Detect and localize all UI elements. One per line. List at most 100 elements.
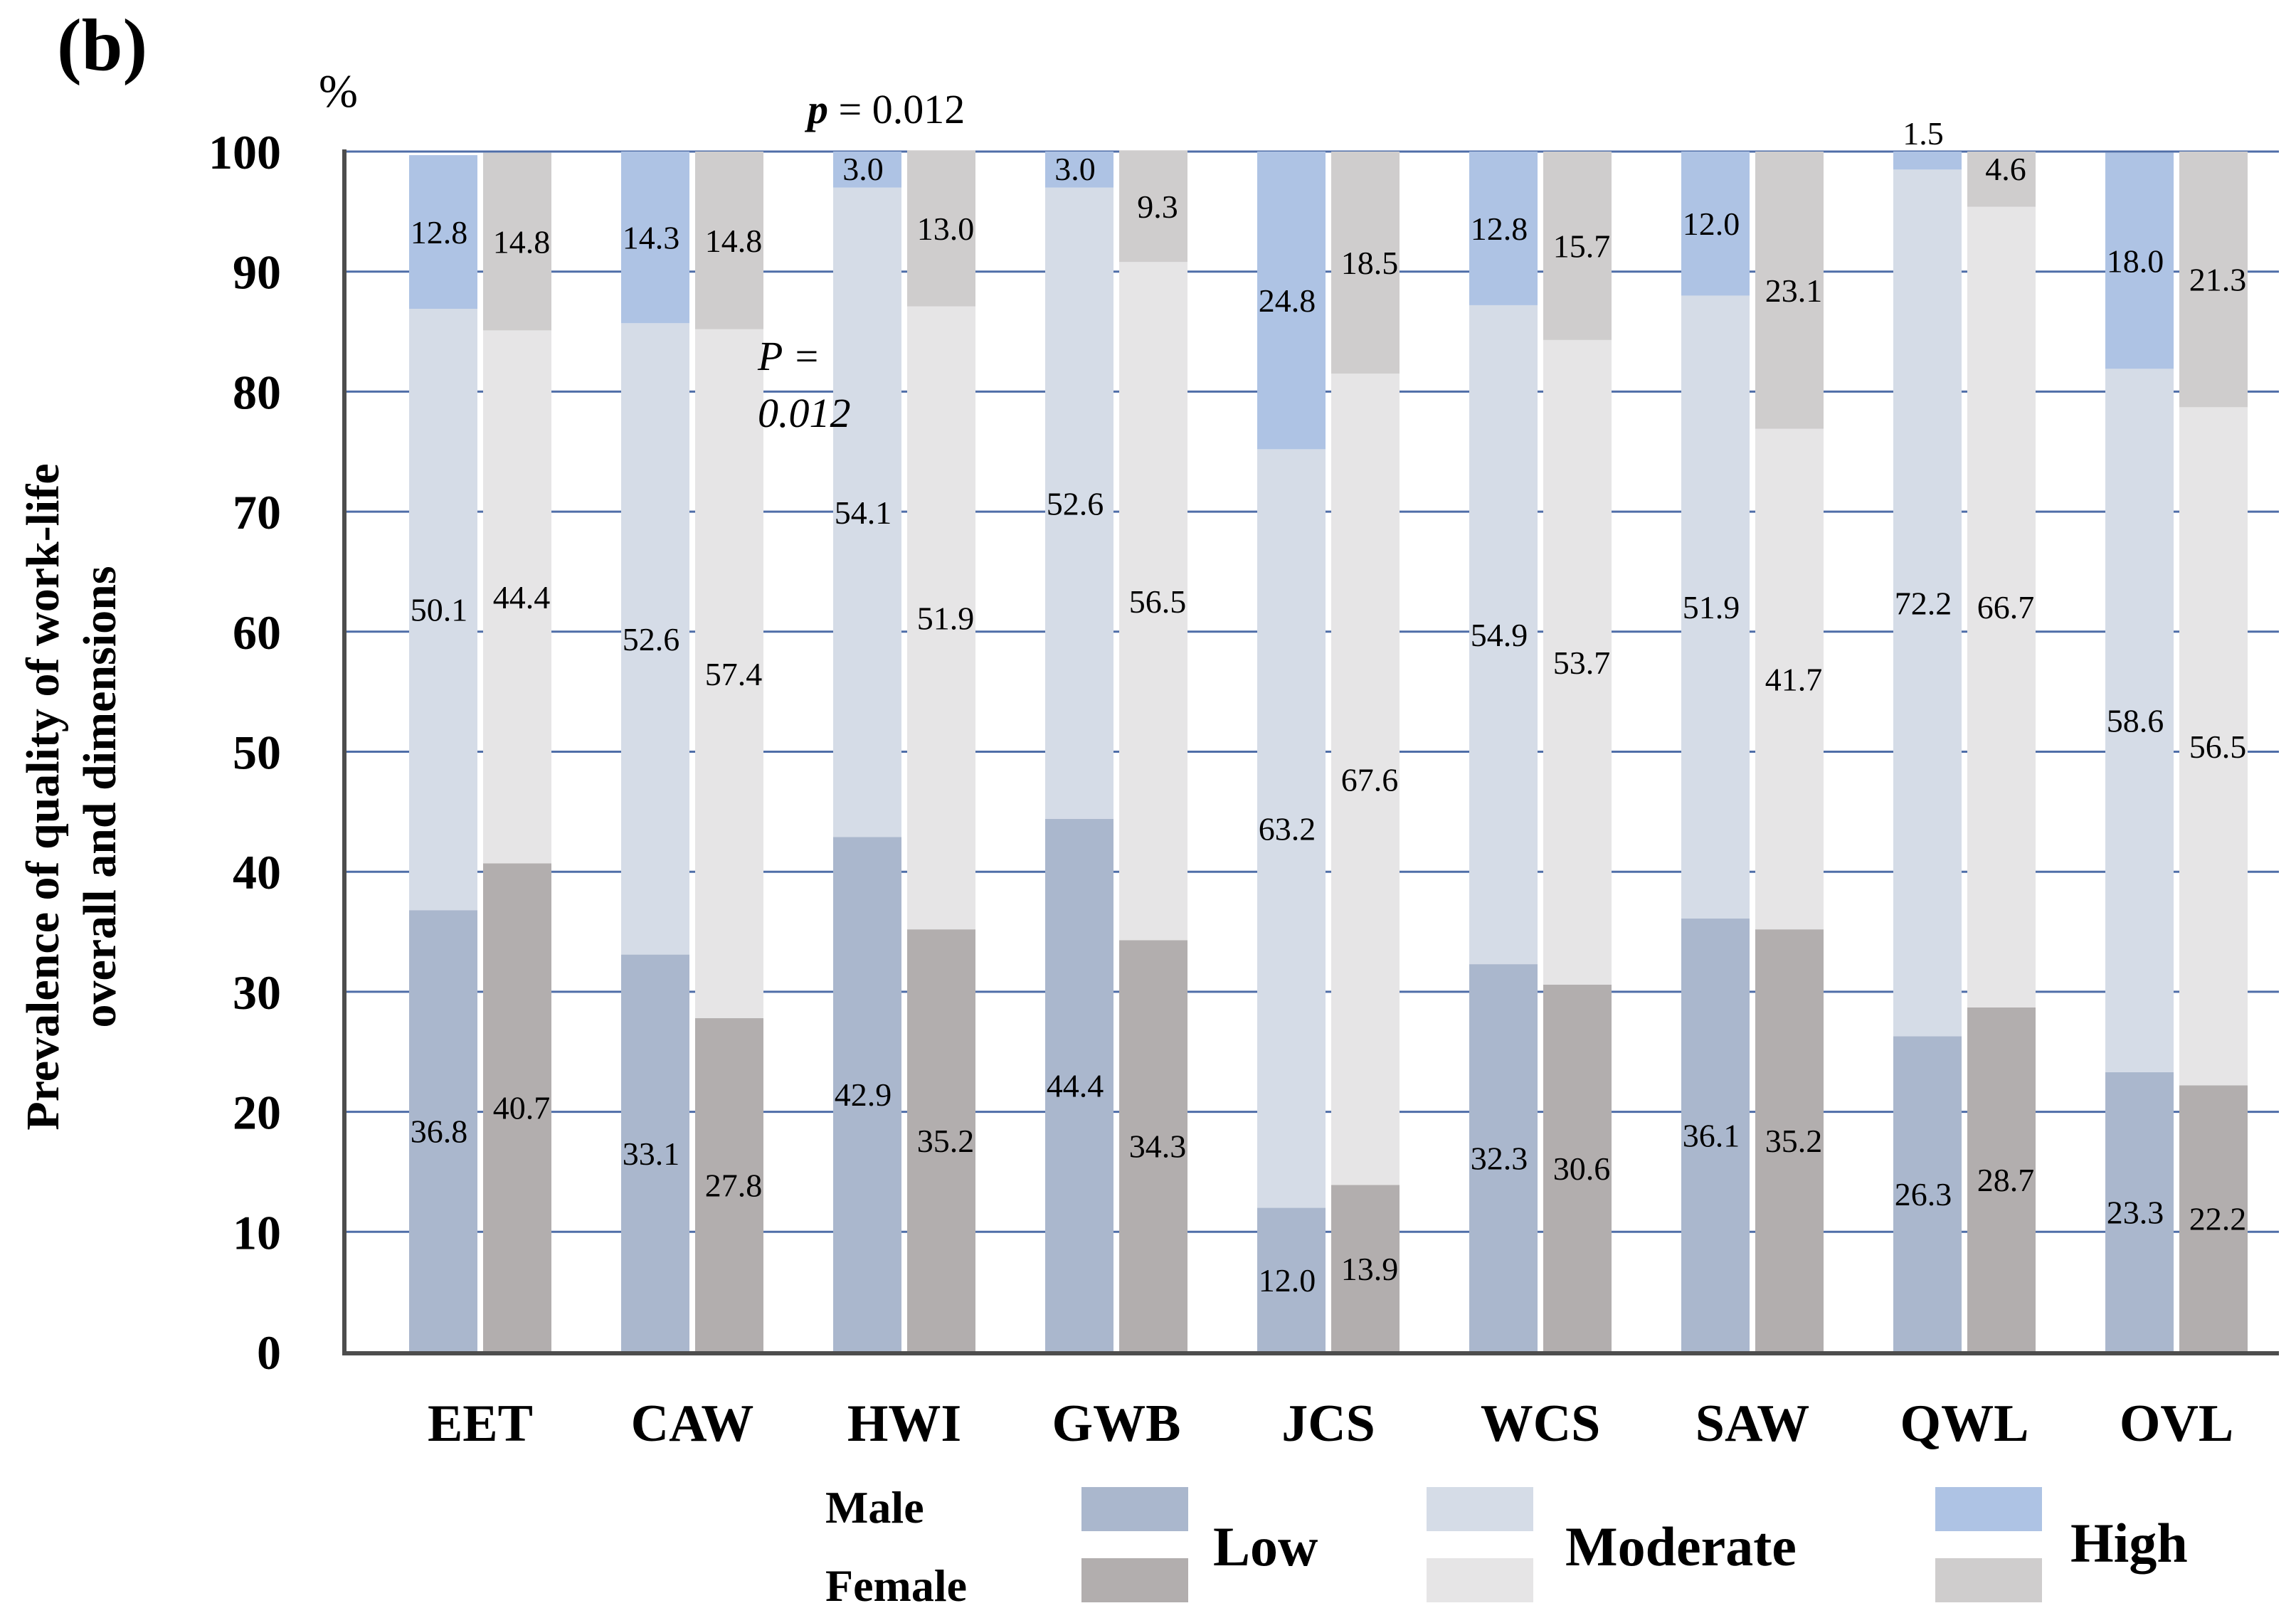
bar-female-high-hwi [907, 150, 975, 307]
data-label-female-low-caw: 27.8 [705, 1168, 763, 1204]
bar-female-moderate-jcs [1331, 374, 1400, 1185]
data-label-male-high-eet: 12.8 [411, 214, 468, 250]
bar-female-low-saw [1755, 929, 1824, 1352]
bar-male-moderate-ovl [2105, 369, 2174, 1072]
data-label-male-high-caw: 14.3 [623, 220, 680, 256]
y-tick-label-70: 70 [233, 485, 281, 539]
data-label-male-low-hwi: 42.9 [835, 1077, 892, 1113]
bar-male-moderate-eet [409, 308, 477, 911]
data-label-female-low-eet: 40.7 [493, 1090, 551, 1126]
y-axis-label-line2: overall and dimensions [74, 566, 126, 1027]
annotation-p-top: p = 0.012 [804, 86, 965, 132]
bar-series [409, 150, 2248, 1352]
data-label-female-moderate-caw: 57.4 [705, 656, 763, 692]
bar-female-low-jcs [1331, 1185, 1400, 1352]
x-tick-label-qwl: QWL [1900, 1395, 2029, 1453]
bar-male-high-hwi [833, 152, 901, 188]
x-tick-label-saw: SAW [1695, 1395, 1809, 1453]
bar-female-low-qwl [1967, 1007, 2036, 1352]
data-label-male-high-wcs: 12.8 [1471, 211, 1528, 247]
data-label-female-moderate-eet: 44.4 [493, 579, 551, 615]
bar-female-high-qwl [1967, 152, 2036, 207]
data-label-female-high-wcs: 15.7 [1553, 228, 1611, 264]
y-tick-label-20: 20 [233, 1086, 281, 1140]
data-label-female-moderate-gwb: 56.5 [1129, 583, 1187, 620]
bar-male-low-wcs [1469, 964, 1538, 1352]
bar-female-low-wcs [1543, 984, 1612, 1352]
bar-female-high-eet [483, 152, 551, 331]
bar-male-high-jcs [1257, 152, 1326, 450]
annotation-p-top-rest: = 0.012 [828, 86, 965, 132]
data-label-female-moderate-saw: 41.7 [1765, 661, 1823, 697]
bar-female-moderate-ovl [2179, 407, 2248, 1086]
data-label-male-low-wcs: 32.3 [1471, 1141, 1528, 1177]
bar-female-low-caw [695, 1018, 763, 1352]
bar-female-low-gwb [1119, 940, 1187, 1352]
legend-swatch-female-moderate [1427, 1558, 1533, 1602]
y-tick-label-100: 100 [208, 125, 281, 179]
bar-male-low-saw [1681, 918, 1750, 1352]
x-tick-label-caw: CAW [631, 1395, 754, 1453]
data-labels: 36.8 50.1 12.8 40.7 44.4 14.8 33.1 52.6 14.3 27.8… [411, 115, 2247, 1299]
bar-male-low-hwi [833, 837, 901, 1352]
bar-male-low-caw [621, 954, 689, 1352]
data-label-male-high-qwl: 1.5 [1903, 115, 1944, 152]
y-tick-label-30: 30 [233, 966, 281, 1020]
annotation-p-mid-line2: 0.012 [758, 390, 851, 436]
x-tick-label-ovl: OVL [2120, 1395, 2233, 1453]
data-label-female-high-hwi: 13.0 [917, 211, 975, 247]
data-label-male-high-jcs: 24.8 [1259, 282, 1316, 319]
data-label-male-low-ovl: 23.3 [2107, 1194, 2164, 1230]
bar-male-moderate-qwl [1893, 169, 1962, 1037]
panel-label: (b) [57, 4, 147, 86]
y-tick-label-90: 90 [233, 245, 281, 300]
annotation-p-mid-line1: P = [757, 333, 820, 379]
data-label-male-moderate-hwi: 54.1 [835, 495, 892, 531]
data-label-female-moderate-ovl: 56.5 [2189, 729, 2247, 765]
data-label-female-high-caw: 14.8 [705, 223, 763, 259]
y-axis-label-line1: Prevalence of quality of work-life [17, 463, 69, 1130]
bar-male-low-jcs [1257, 1207, 1326, 1352]
legend-swatch-female-low [1081, 1558, 1188, 1602]
bar-male-moderate-caw [621, 323, 689, 955]
data-label-female-low-wcs: 30.6 [1553, 1151, 1611, 1187]
legend-swatch-female-high [1935, 1558, 2042, 1602]
data-label-male-moderate-jcs: 63.2 [1259, 810, 1316, 847]
data-label-male-high-saw: 12.0 [1683, 206, 1740, 242]
legend-swatch-male-high [1935, 1487, 2042, 1531]
legend-male-label: Male [825, 1482, 924, 1533]
data-label-male-high-ovl: 18.0 [2107, 243, 2164, 280]
data-label-male-moderate-saw: 51.9 [1683, 589, 1740, 625]
y-axis-ticks: 0 10 20 30 40 50 60 70 80 90 100 [208, 125, 281, 1380]
data-label-male-low-eet: 36.8 [411, 1114, 468, 1150]
x-tick-label-gwb: GWB [1052, 1395, 1181, 1453]
data-label-male-moderate-ovl: 58.6 [2107, 703, 2164, 739]
bar-female-moderate-eet [483, 330, 551, 864]
data-label-male-moderate-wcs: 54.9 [1471, 617, 1528, 653]
y-tick-label-60: 60 [233, 605, 281, 660]
y-axis-unit: % [319, 65, 358, 117]
data-label-female-low-gwb: 34.3 [1129, 1128, 1187, 1165]
bar-male-high-qwl [1893, 152, 1962, 170]
bar-male-low-ovl [2105, 1072, 2174, 1352]
data-label-female-high-saw: 23.1 [1765, 273, 1823, 309]
bar-female-high-ovl [2179, 152, 2248, 408]
annotation-p-top-italic: p [804, 86, 828, 132]
legend-swatch-male-low [1081, 1487, 1188, 1531]
bar-female-high-caw [695, 152, 763, 329]
bar-female-moderate-wcs [1543, 339, 1612, 985]
legend-moderate-label: Moderate [1565, 1516, 1797, 1577]
data-label-female-moderate-qwl: 66.7 [1977, 589, 2035, 625]
data-label-male-low-gwb: 44.4 [1047, 1067, 1104, 1104]
data-label-male-high-gwb: 3.0 [1054, 151, 1096, 187]
bar-male-high-ovl [2105, 152, 2174, 369]
data-label-male-moderate-gwb: 52.6 [1047, 485, 1104, 522]
legend: Male Female Low Moderate High [825, 1482, 2188, 1611]
bar-female-low-eet [483, 863, 551, 1352]
bar-female-moderate-saw [1755, 428, 1824, 930]
data-label-female-low-saw: 35.2 [1765, 1123, 1823, 1159]
x-tick-label-wcs: WCS [1481, 1395, 1601, 1453]
legend-low-label: Low [1213, 1516, 1318, 1577]
bar-female-high-saw [1755, 152, 1824, 429]
